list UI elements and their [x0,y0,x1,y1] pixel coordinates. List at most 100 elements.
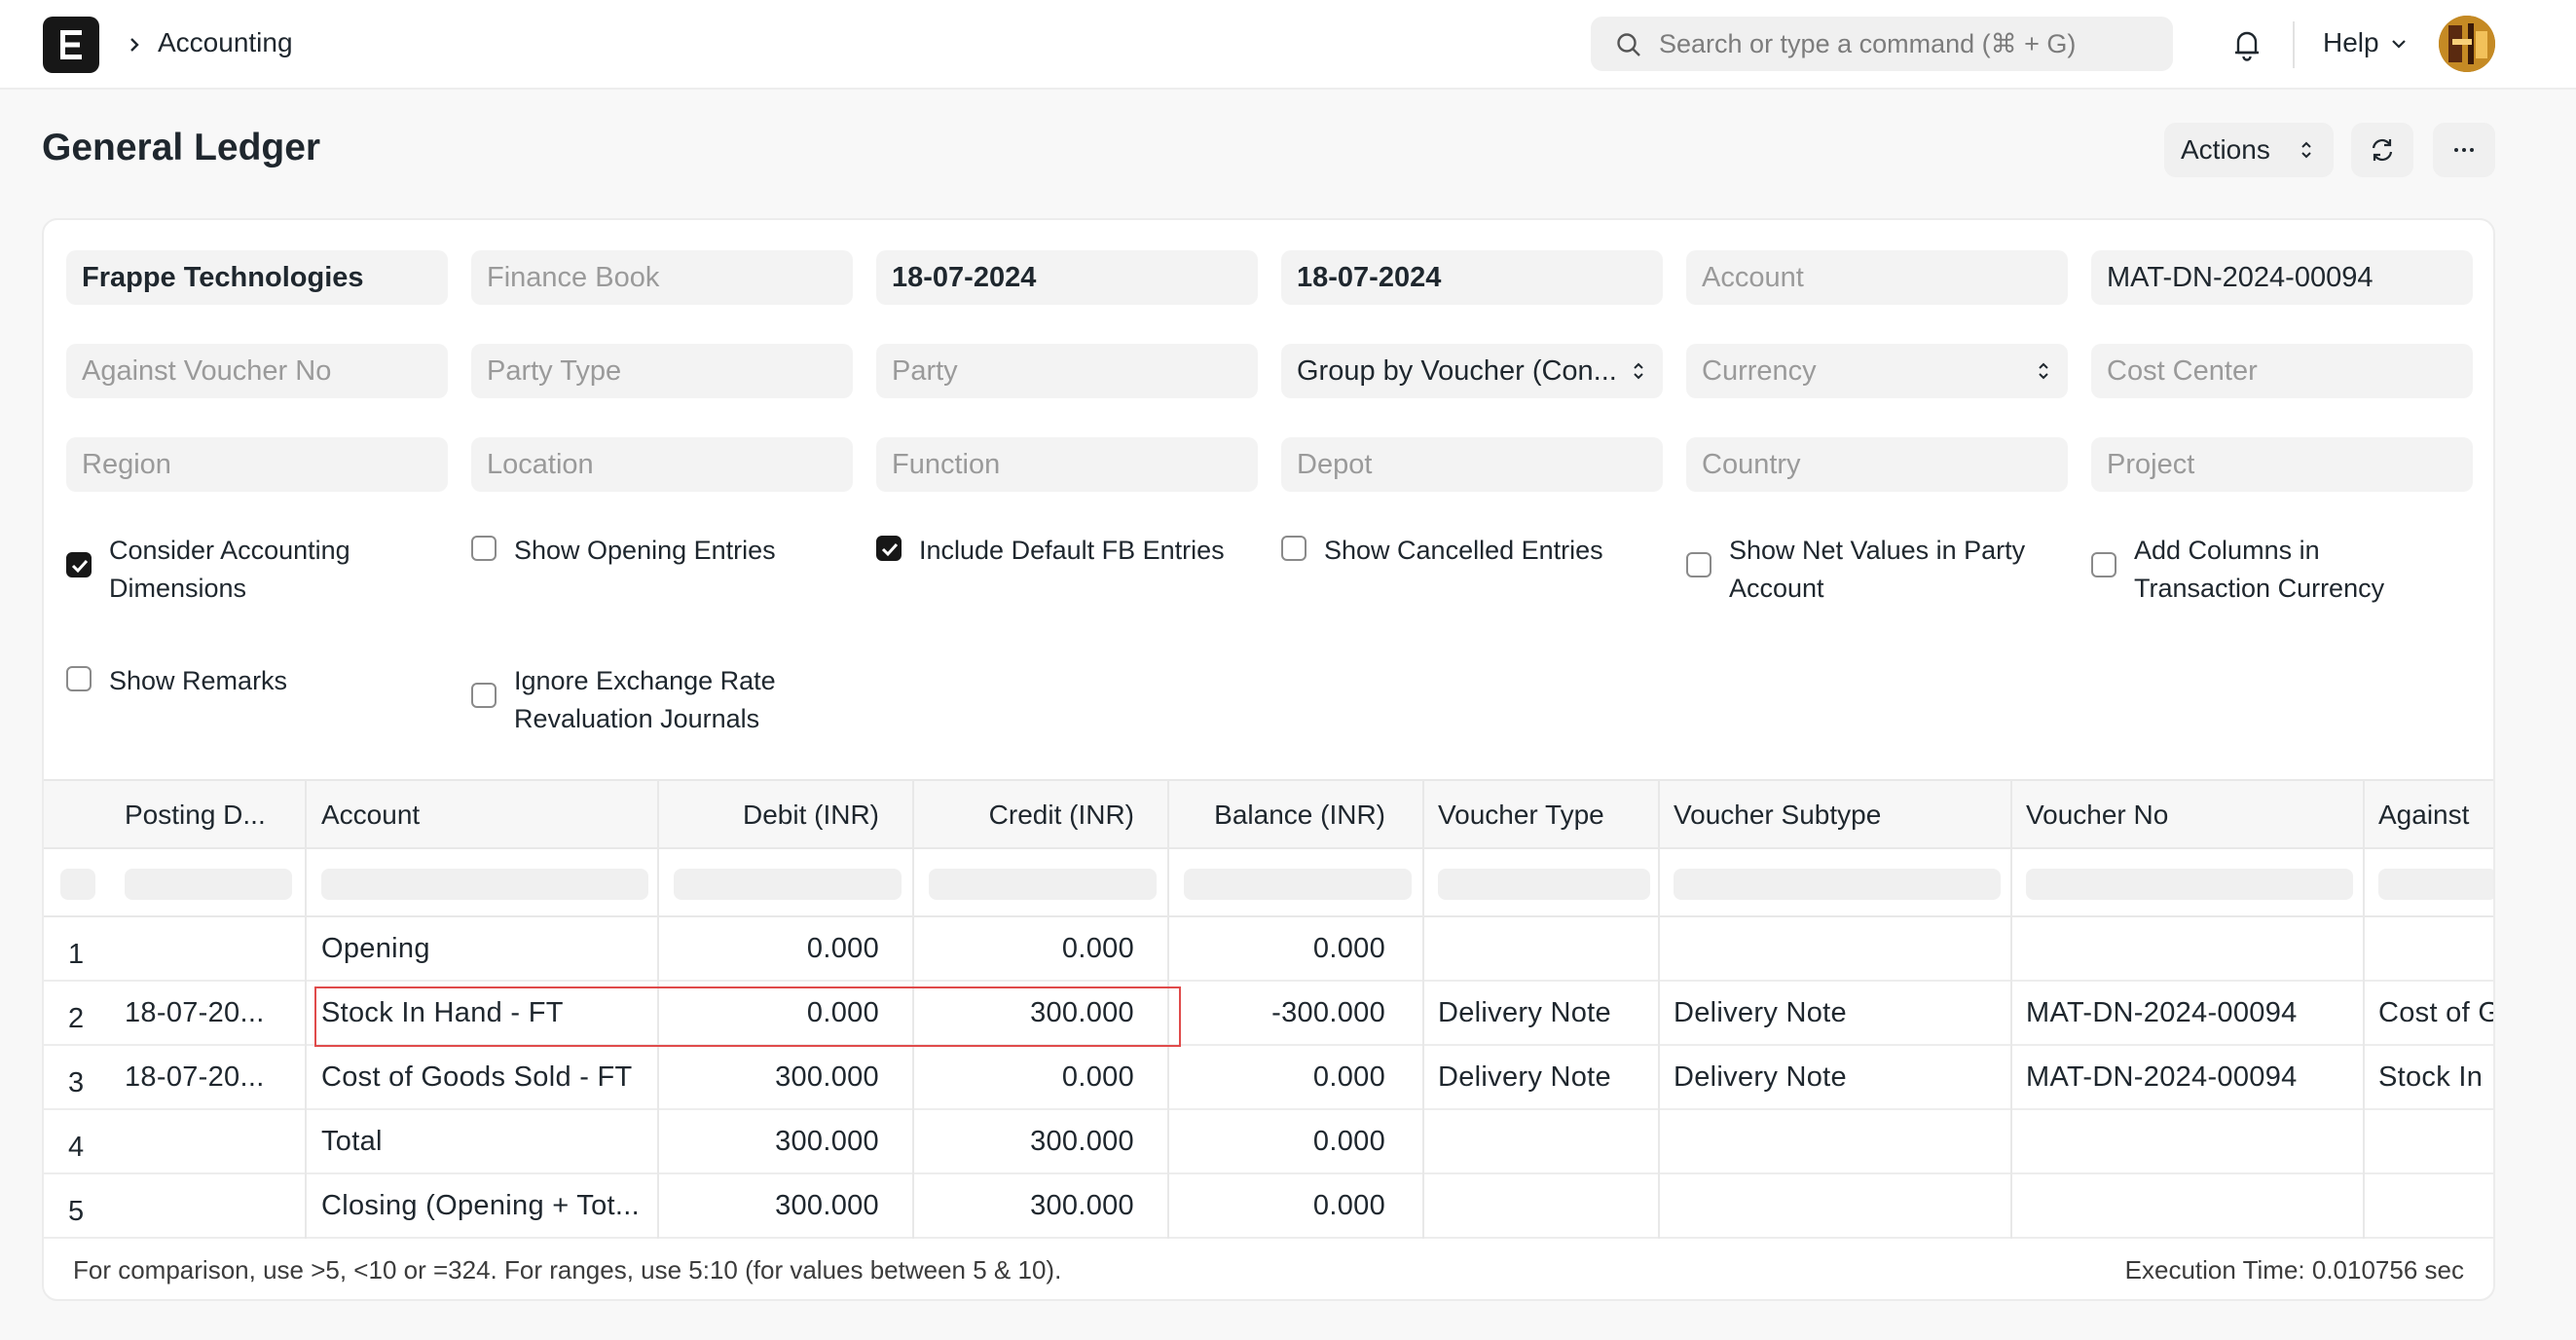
cell-voucher-subtype[interactable] [1674,917,2005,980]
column-filter-debit[interactable] [674,869,902,900]
search-input[interactable] [1659,17,2155,71]
column-filter-against[interactable] [2378,869,2493,900]
cell-debit[interactable]: 0.000 [806,997,879,1028]
column-filter-account[interactable] [321,869,648,900]
show-opening-entries-checkbox[interactable]: Show Opening Entries [471,532,851,610]
breadcrumb-accounting[interactable]: Accounting [158,27,293,57]
to-date-field[interactable]: 18-07-2024 [1281,250,1663,305]
party-type-field[interactable]: Party Type [471,344,853,398]
consider-accounting-dimensions-checkbox[interactable]: Consider Accounting Dimensions [66,532,446,610]
cell-account[interactable]: Total [321,1126,383,1157]
cell-voucher-subtype[interactable] [1674,1110,2005,1172]
cell-credit[interactable]: 300.000 [1030,1190,1134,1221]
column-header-debit[interactable]: Debit (INR) [742,800,879,830]
cell-debit[interactable]: 300.000 [775,1126,879,1157]
against-voucher-no-field[interactable]: Against Voucher No [66,344,448,398]
cell-voucher-no[interactable]: MAT-DN-2024-00094 [2026,997,2298,1028]
table-row[interactable]: 1 Opening 0.000 0.000 0.000 [44,917,2493,982]
actions-button[interactable]: Actions [2164,123,2334,177]
checkbox-checked[interactable] [66,552,92,577]
cell-account[interactable]: Opening [321,933,430,964]
column-header-voucher-type[interactable]: Voucher Type [1438,800,1604,830]
cell-credit[interactable]: 0.000 [1061,933,1134,964]
more-options-button[interactable] [2433,123,2495,177]
cell-voucher-type[interactable]: Delivery Note [1438,1061,1611,1093]
cell-balance[interactable]: 0.000 [1312,933,1385,964]
cell-posting-date[interactable] [125,1110,305,1172]
cell-voucher-no[interactable]: MAT-DN-2024-00094 [2026,1061,2298,1093]
cell-balance[interactable]: 0.000 [1312,1126,1385,1157]
cell-voucher-subtype[interactable]: Delivery Note [1674,997,1847,1028]
cell-balance[interactable]: 0.000 [1312,1061,1385,1093]
checkbox-unchecked[interactable] [2091,552,2116,577]
chevron-down-icon[interactable] [2389,37,2409,51]
column-header-voucher-subtype[interactable]: Voucher Subtype [1674,800,1882,830]
checkbox-unchecked[interactable] [471,536,497,561]
ignore-exchange-rate-revaluation-checkbox[interactable]: Ignore Exchange Rate Revaluation Journals [471,662,851,740]
show-cancelled-entries-checkbox[interactable]: Show Cancelled Entries [1281,532,1661,610]
show-net-values-party-account-checkbox[interactable]: Show Net Values in Party Account [1686,532,2066,610]
voucher-no-field[interactable]: MAT-DN-2024-00094 [2091,250,2473,305]
depot-field[interactable]: Depot [1281,437,1663,492]
include-default-fb-entries-checkbox[interactable]: Include Default FB Entries [876,532,1256,610]
cell-posting-date[interactable]: 18-07-20... [125,997,265,1028]
column-filter-voucher-subtype[interactable] [1674,869,2001,900]
column-filter-balance[interactable] [1184,869,1412,900]
column-header-credit[interactable]: Credit (INR) [988,800,1134,830]
currency-select[interactable]: Currency [1686,344,2068,398]
column-header-voucher-no[interactable]: Voucher No [2026,800,2169,830]
cell-account[interactable]: Closing (Opening + Tot... [321,1190,640,1221]
project-field[interactable]: Project [2091,437,2473,492]
user-avatar[interactable] [2439,16,2495,72]
table-row[interactable]: 2 18-07-20... Stock In Hand - FT 0.000 3… [44,982,2493,1046]
column-filter-index[interactable] [60,869,95,900]
cell-voucher-subtype[interactable]: Delivery Note [1674,1061,1847,1093]
party-field[interactable]: Party [876,344,1258,398]
checkbox-unchecked[interactable] [1281,536,1306,561]
cell-voucher-subtype[interactable] [1674,1174,2005,1237]
column-filter-voucher-type[interactable] [1438,869,1650,900]
cell-against[interactable] [2378,1110,2493,1172]
cell-debit[interactable]: 0.000 [806,933,879,964]
cell-against[interactable] [2378,917,2493,980]
region-field[interactable]: Region [66,437,448,492]
column-header-against[interactable]: Against [2378,800,2470,830]
account-field[interactable]: Account [1686,250,2068,305]
cell-account[interactable]: Cost of Goods Sold - FT [321,1061,633,1093]
add-columns-transaction-currency-checkbox[interactable]: Add Columns in Transaction Currency [2091,532,2481,610]
column-filter-voucher-no[interactable] [2026,869,2353,900]
cell-voucher-no[interactable] [2026,1174,2357,1237]
from-date-field[interactable]: 18-07-2024 [876,250,1258,305]
table-row[interactable]: 4 Total 300.000 300.000 0.000 [44,1110,2493,1174]
help-menu[interactable]: Help [2323,27,2379,57]
cell-posting-date[interactable] [125,1174,305,1237]
country-field[interactable]: Country [1686,437,2068,492]
table-row[interactable]: 3 18-07-20... Cost of Goods Sold - FT 30… [44,1046,2493,1110]
cell-voucher-type[interactable] [1438,1110,1662,1172]
show-remarks-checkbox[interactable]: Show Remarks [66,662,446,740]
cell-posting-date[interactable]: 18-07-20... [125,1061,265,1093]
table-row[interactable]: 5 Closing (Opening + Tot... 300.000 300.… [44,1174,2493,1239]
cell-debit[interactable]: 300.000 [775,1061,879,1093]
refresh-button[interactable] [2351,123,2413,177]
bell-icon[interactable] [2230,27,2263,62]
cell-voucher-type[interactable]: Delivery Note [1438,997,1611,1028]
cost-center-field[interactable]: Cost Center [2091,344,2473,398]
cell-credit[interactable]: 0.000 [1061,1061,1134,1093]
location-field[interactable]: Location [471,437,853,492]
column-header-posting-date[interactable]: Posting D... [125,800,266,830]
cell-account[interactable]: Stock In Hand - FT [321,997,564,1028]
cell-posting-date[interactable] [125,917,305,980]
column-filter-credit[interactable] [929,869,1157,900]
cell-voucher-no[interactable] [2026,1110,2357,1172]
column-header-account[interactable]: Account [321,800,421,830]
group-by-select[interactable]: Group by Voucher (Con... [1281,344,1663,398]
cell-voucher-type[interactable] [1438,1174,1662,1237]
column-header-balance[interactable]: Balance (INR) [1214,800,1385,830]
cell-balance[interactable]: -300.000 [1271,997,1385,1028]
finance-book-field[interactable]: Finance Book [471,250,853,305]
cell-voucher-no[interactable] [2026,917,2357,980]
checkbox-unchecked[interactable] [66,666,92,691]
checkbox-unchecked[interactable] [471,683,497,708]
cell-credit[interactable]: 300.000 [1030,1126,1134,1157]
